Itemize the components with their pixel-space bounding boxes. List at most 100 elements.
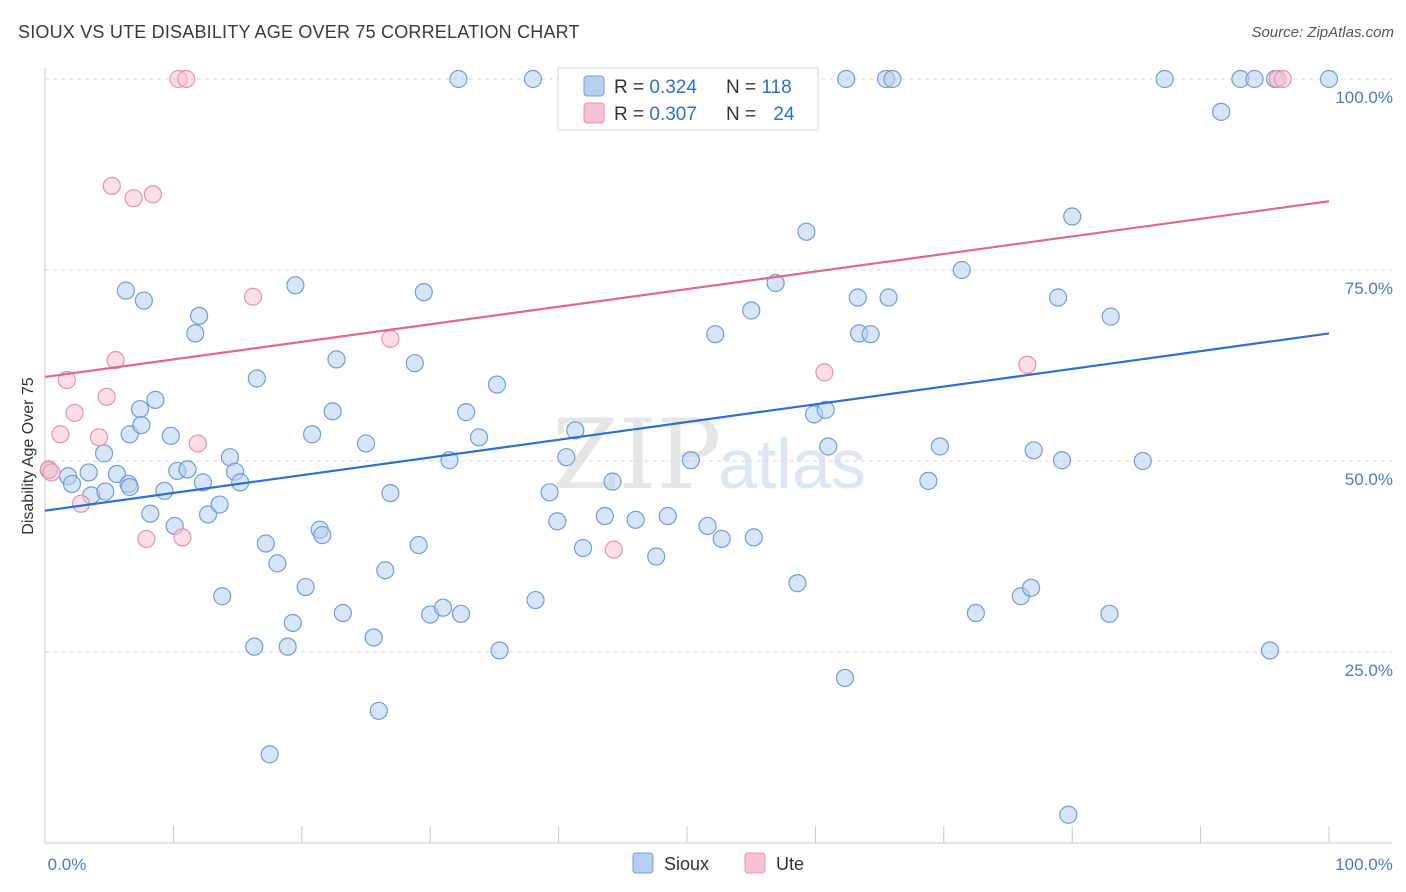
point-sioux-22 xyxy=(186,324,205,343)
point-sioux-97 xyxy=(1048,288,1068,307)
point-sioux-84 xyxy=(819,437,838,456)
point-ute-9 xyxy=(124,189,143,208)
point-sioux-115 xyxy=(1319,69,1339,89)
bottom-legend-swatch-ute xyxy=(744,852,766,874)
point-sioux-93 xyxy=(966,603,986,623)
x-ticks: 0.0% 100.0% xyxy=(44,826,1393,874)
point-sioux-48 xyxy=(369,701,388,720)
point-sioux-80 xyxy=(788,574,807,593)
point-sioux-21 xyxy=(178,460,197,479)
point-sioux-32 xyxy=(245,637,264,656)
point-sioux-105 xyxy=(449,69,468,89)
point-sioux-99 xyxy=(1063,207,1082,226)
series-legend: Sioux Ute xyxy=(632,852,804,874)
chart-title: SIOUX VS UTE DISABILITY AGE OVER 75 CORR… xyxy=(18,22,580,42)
point-sioux-17 xyxy=(155,481,174,500)
point-ute-17 xyxy=(381,329,400,348)
point-sioux-81 xyxy=(797,222,816,241)
point-sioux-109 xyxy=(883,69,902,89)
point-sioux-116 xyxy=(523,69,543,89)
axes xyxy=(44,68,1392,844)
svg-text:R = 0.324: R = 0.324 xyxy=(614,77,697,98)
point-sioux-59 xyxy=(469,428,489,447)
svg-text:N = 24: N = 24 xyxy=(726,104,795,125)
legend-sioux-r-value: 0.324 xyxy=(649,77,697,98)
point-sioux-7 xyxy=(107,464,127,484)
bottom-legend-ute-label: Ute xyxy=(776,854,804,874)
point-sioux-75 xyxy=(706,325,725,344)
point-sioux-83 xyxy=(816,400,835,419)
point-sioux-36 xyxy=(278,637,297,656)
point-sioux-62 xyxy=(526,590,545,610)
point-sioux-14 xyxy=(134,291,153,310)
svg-text:N = 118: N = 118 xyxy=(726,77,792,98)
point-sioux-64 xyxy=(548,512,567,531)
point-ute-3 xyxy=(65,403,84,422)
y-tick-label-0: 25.0% xyxy=(1345,661,1393,680)
point-sioux-40 xyxy=(302,425,322,444)
point-sioux-35 xyxy=(268,554,287,573)
point-sioux-77 xyxy=(742,301,761,320)
gridlines xyxy=(45,78,1392,653)
y-tick-labels: 25.0% 50.0% 75.0% 100.0% xyxy=(1335,88,1393,680)
point-sioux-92 xyxy=(952,260,971,280)
legend-ute-r-label: R = xyxy=(614,104,649,125)
point-sioux-86 xyxy=(848,288,867,307)
point-sioux-44 xyxy=(327,350,346,369)
point-sioux-6 xyxy=(96,482,115,501)
point-sioux-43 xyxy=(323,402,342,421)
legend-sioux-r-label: R = xyxy=(614,77,649,98)
point-sioux-60 xyxy=(490,641,509,660)
point-sioux-25 xyxy=(198,505,218,524)
point-sioux-49 xyxy=(376,561,395,580)
point-sioux-37 xyxy=(283,613,302,633)
stats-legend: R = 0.324 N = 118 R = 0.307 N = 24 xyxy=(557,67,819,131)
point-ute-23 xyxy=(42,463,61,482)
point-ute-11 xyxy=(143,185,162,204)
point-sioux-73 xyxy=(681,451,700,470)
point-sioux-26 xyxy=(210,495,229,514)
point-sioux-13 xyxy=(132,415,151,435)
point-sioux-2 xyxy=(62,474,82,494)
point-sioux-107 xyxy=(837,69,856,89)
point-sioux-74 xyxy=(698,516,717,536)
point-sioux-38 xyxy=(286,276,305,295)
point-ute-16 xyxy=(243,287,263,306)
point-sioux-23 xyxy=(189,306,209,325)
point-sioux-89 xyxy=(879,288,898,307)
point-sioux-33 xyxy=(256,534,275,553)
trend-line-sioux xyxy=(44,332,1330,512)
source-label: Source: ZipAtlas.com xyxy=(1251,24,1394,41)
point-sioux-100 xyxy=(1059,805,1078,824)
point-sioux-71 xyxy=(647,547,666,566)
point-ute-2 xyxy=(57,370,76,390)
point-sioux-104 xyxy=(1260,641,1280,660)
point-sioux-63 xyxy=(540,483,559,502)
point-sioux-27 xyxy=(213,587,232,606)
point-sioux-68 xyxy=(595,506,614,526)
point-sioux-76 xyxy=(712,529,731,549)
legend-sioux-n-label: N = xyxy=(726,77,761,98)
series-sioux-points xyxy=(39,69,1339,824)
point-ute-14 xyxy=(177,69,196,89)
point-sioux-50 xyxy=(381,483,400,503)
point-ute-7 xyxy=(102,176,121,196)
point-sioux-51 xyxy=(405,354,424,373)
point-sioux-46 xyxy=(356,434,376,453)
watermark-atlas: atlas xyxy=(718,425,866,503)
point-sioux-67 xyxy=(573,538,593,558)
point-sioux-113 xyxy=(1245,69,1264,89)
point-ute-6 xyxy=(97,387,116,406)
point-sioux-70 xyxy=(626,510,645,529)
x-tick-label-0: 0.0% xyxy=(48,855,87,874)
x-tick-label-1: 100.0% xyxy=(1335,855,1393,874)
point-sioux-78 xyxy=(744,528,763,547)
legend-swatch-ute xyxy=(583,102,605,124)
point-sioux-39 xyxy=(296,577,315,597)
point-sioux-57 xyxy=(451,604,471,623)
point-sioux-72 xyxy=(658,506,677,526)
point-sioux-53 xyxy=(414,283,433,302)
point-sioux-24 xyxy=(193,473,213,492)
point-sioux-91 xyxy=(930,437,950,456)
point-ute-1 xyxy=(51,425,70,444)
